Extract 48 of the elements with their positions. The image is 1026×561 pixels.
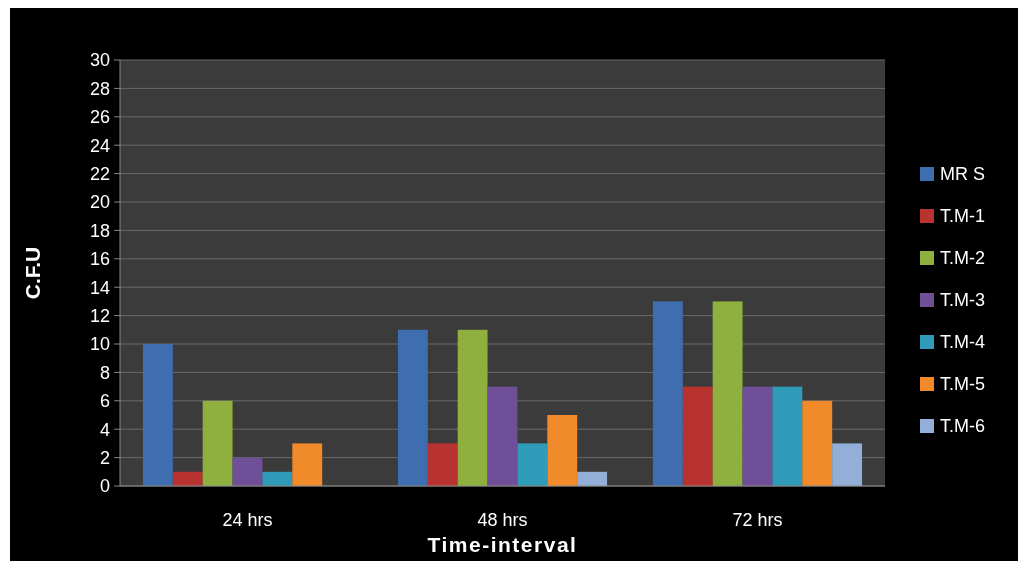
- x-tick-label: 48 hrs: [477, 510, 528, 530]
- bar: [742, 386, 773, 486]
- bar: [832, 443, 863, 486]
- y-tick-label: 4: [99, 419, 110, 440]
- y-axis-title: C.F.U: [21, 246, 44, 300]
- legend-label: T.M-3: [940, 290, 985, 311]
- y-tick-label: 18: [89, 220, 110, 241]
- y-tick-label: 26: [89, 107, 110, 128]
- bar: [397, 329, 428, 486]
- bar: [232, 457, 263, 486]
- bar: [682, 386, 713, 486]
- y-tick-label: 14: [89, 277, 110, 298]
- bar: [517, 443, 548, 486]
- y-tick-label: 12: [89, 305, 110, 326]
- y-tick-label: 2: [99, 447, 110, 468]
- bar: [142, 344, 173, 486]
- x-axis-title: Time-interval: [427, 533, 578, 556]
- bar: [577, 471, 608, 486]
- legend-label: MR S: [940, 164, 985, 185]
- legend-label: T.M-6: [940, 416, 985, 437]
- y-tick-label: 6: [99, 391, 110, 412]
- y-tick-label: 30: [89, 50, 110, 71]
- y-tick-label: 0: [99, 476, 110, 497]
- legend-label: T.M-1: [940, 206, 985, 227]
- x-tick-label: 24 hrs: [222, 510, 273, 530]
- bar: [202, 400, 233, 486]
- legend-label: T.M-4: [940, 332, 985, 353]
- y-tick-label: 8: [99, 362, 110, 383]
- y-tick-label: 28: [89, 78, 110, 99]
- bar: [772, 386, 803, 486]
- y-tick-label: 22: [89, 163, 110, 184]
- bar: [457, 329, 488, 486]
- bar: [802, 400, 833, 486]
- bar: [712, 301, 743, 486]
- y-tick-label: 20: [89, 192, 110, 213]
- y-tick-label: 24: [89, 135, 110, 156]
- bar: [427, 443, 458, 486]
- bar: [262, 471, 293, 486]
- bar: [547, 415, 578, 486]
- x-tick-label: 72 hrs: [732, 510, 783, 530]
- bar: [172, 471, 203, 486]
- legend-label: T.M-2: [940, 248, 985, 269]
- bar: [652, 301, 683, 486]
- legend-label: T.M-5: [940, 374, 985, 395]
- y-tick-label: 10: [89, 334, 110, 355]
- bar: [292, 443, 323, 486]
- y-tick-label: 16: [89, 249, 110, 270]
- bar: [487, 386, 518, 486]
